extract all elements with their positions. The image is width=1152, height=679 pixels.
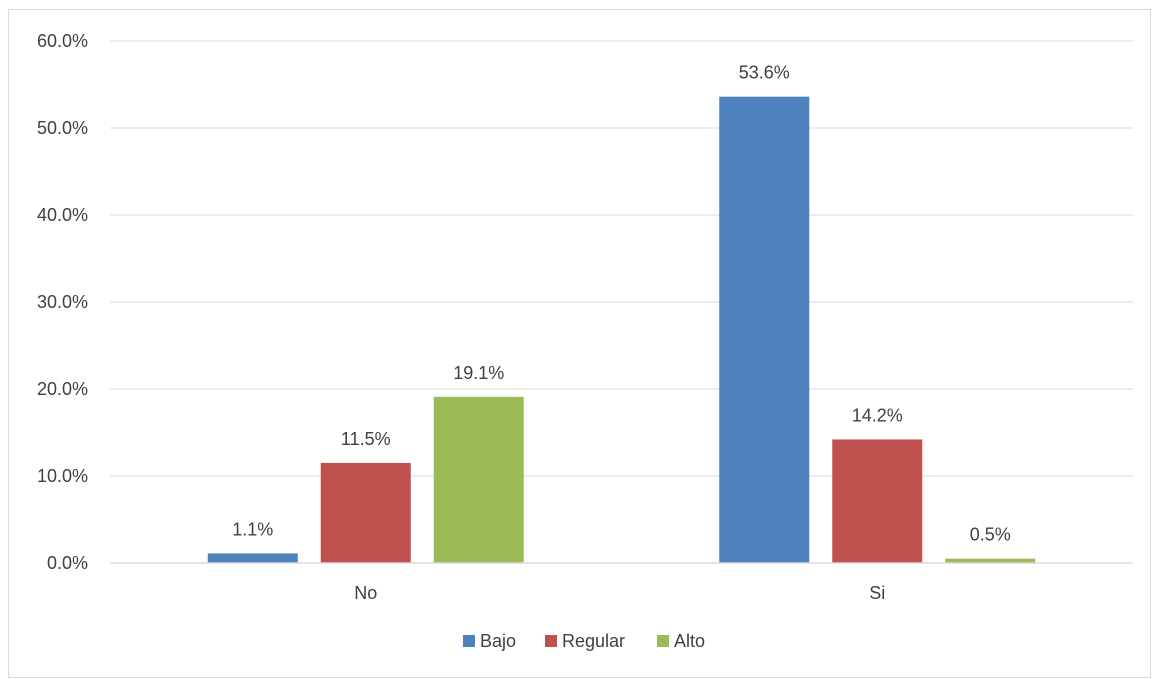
bar-regular-no [320,462,411,563]
bar-bajo-si [719,96,810,564]
x-category-label: No [354,583,377,603]
y-tick-label: 0.0% [47,553,88,573]
gridlines [110,40,1133,477]
bar-bajo-no [207,553,298,563]
x-category-label: Si [869,583,885,603]
y-tick-label: 60.0% [37,31,88,51]
legend-label-bajo: Bajo [480,631,516,651]
chart-frame [8,9,1151,678]
axes: 0.0% 10.0% 20.0% 30.0% 40.0% 50.0% 60.0% No Si [37,31,1133,603]
y-tick-label: 30.0% [37,292,88,312]
legend-label-regular: Regular [562,631,625,651]
data-label: 0.5% [970,525,1011,545]
legend-swatch-bajo [463,635,475,647]
bar-alto-no [433,396,524,563]
data-labels: 1.1% 11.5% 19.1% 53.6% 14.2% 0.5% [232,63,1011,545]
y-tick-label: 10.0% [37,466,88,486]
data-label: 19.1% [453,363,504,383]
bar-alto-si [945,558,1036,563]
bars [207,96,1036,564]
legend-label-alto: Alto [674,631,705,651]
legend-swatch-regular [545,635,557,647]
data-label: 14.2% [852,405,903,425]
legend: Bajo Regular Alto [463,631,705,651]
y-tick-label: 20.0% [37,379,88,399]
legend-swatch-alto [657,635,669,647]
data-label: 11.5% [341,429,391,449]
data-label: 1.1% [232,519,273,539]
y-tick-label: 40.0% [37,205,88,225]
y-tick-label: 50.0% [37,118,88,138]
bar-regular-si [832,439,923,563]
data-label: 53.6% [739,63,790,83]
